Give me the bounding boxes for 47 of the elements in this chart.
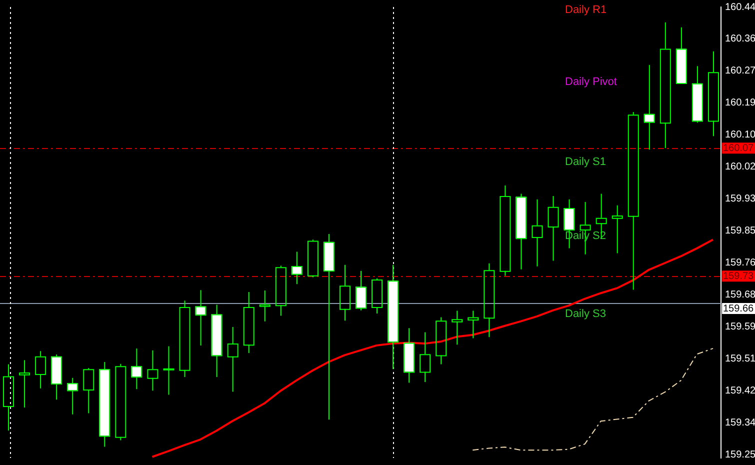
y-tick-label: 160.19 bbox=[725, 98, 755, 109]
candlestick bbox=[436, 316, 447, 365]
y-tick-label: 159.51 bbox=[725, 354, 755, 365]
candlestick bbox=[420, 332, 431, 382]
ref-line-label: 159.73 bbox=[723, 270, 754, 282]
y-tick-label: 159.85 bbox=[725, 226, 755, 237]
candlestick bbox=[259, 290, 270, 322]
candlestick bbox=[227, 326, 238, 392]
candlestick bbox=[612, 204, 623, 254]
candlestick bbox=[660, 22, 671, 149]
candlestick bbox=[275, 265, 286, 316]
ref-line-label: 160.07 bbox=[723, 142, 754, 154]
candlestick bbox=[532, 198, 543, 267]
y-tick-label: 160.44 bbox=[725, 2, 755, 13]
candlestick bbox=[3, 364, 14, 432]
candlestick bbox=[35, 350, 46, 389]
y-tick-label: 160.36 bbox=[725, 34, 755, 45]
candlestick bbox=[163, 346, 174, 396]
y-tick-label: 160.10 bbox=[725, 130, 755, 141]
ref-line-label: 159.66 bbox=[723, 303, 754, 314]
y-tick-label: 159.93 bbox=[725, 194, 755, 205]
candlestick bbox=[548, 195, 559, 262]
candlestick bbox=[484, 262, 495, 338]
annotation: Daily Pivot bbox=[565, 76, 617, 88]
candlestick bbox=[179, 300, 190, 378]
line-series bbox=[472, 348, 714, 451]
candlestick bbox=[708, 50, 719, 137]
y-tick-label: 159.68 bbox=[725, 290, 755, 301]
candlestick bbox=[19, 360, 30, 408]
candlestick bbox=[628, 112, 639, 290]
candlestick bbox=[243, 291, 254, 354]
candlestick bbox=[147, 350, 158, 392]
annotation: Daily S3 bbox=[565, 308, 606, 320]
y-tick-label: 159.42 bbox=[725, 386, 755, 397]
annotation: Daily R1 bbox=[565, 4, 607, 16]
candlestick bbox=[468, 310, 479, 339]
candlestick bbox=[339, 264, 350, 322]
y-tick-label: 160.27 bbox=[725, 66, 755, 77]
y-tick-label: 159.76 bbox=[725, 258, 755, 269]
y-tick-label: 160.02 bbox=[725, 162, 755, 173]
candlestick bbox=[83, 368, 94, 414]
candlestick bbox=[500, 184, 511, 276]
annotation: Daily S1 bbox=[565, 156, 606, 168]
candlestick bbox=[452, 310, 463, 346]
y-tick-label: 159.25 bbox=[725, 450, 755, 461]
y-tick-label: 159.34 bbox=[725, 418, 755, 429]
y-tick-label: 159.59 bbox=[725, 322, 755, 333]
